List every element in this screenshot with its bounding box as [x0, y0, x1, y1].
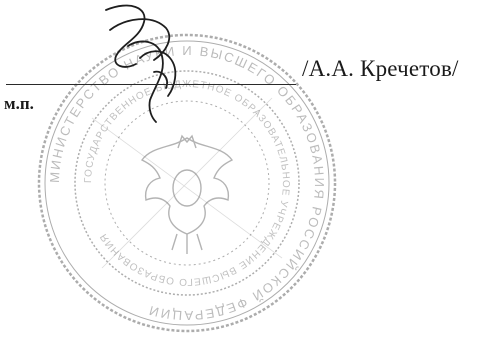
official-seal: МИНИСТЕРСТВО НАУКИ И ВЫСШЕГО ОБРАЗОВАНИЯ… [37, 33, 337, 333]
eagle-emblem-icon [140, 134, 234, 254]
seal-place-mark: м.п. [4, 94, 34, 113]
signature-line [6, 84, 296, 85]
handwritten-signature [105, 4, 177, 123]
signer-name: /А.А. Кречетов/ [302, 56, 459, 81]
